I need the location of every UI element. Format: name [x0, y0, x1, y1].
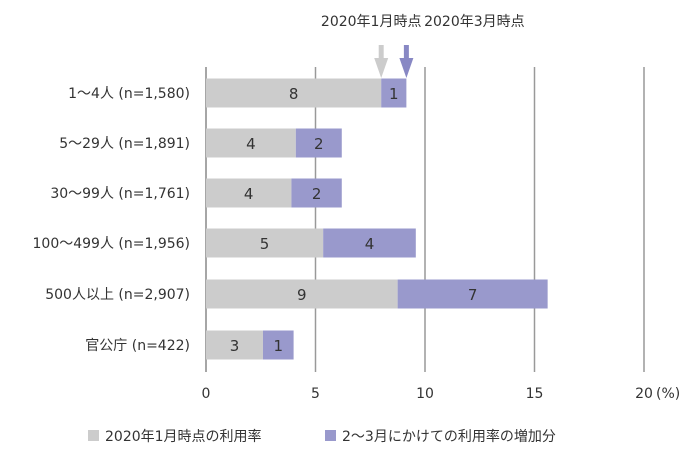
bar-data-label: 3 [230, 337, 240, 355]
arrow-down-icon [403, 45, 409, 59]
x-unit-label: (%) [656, 386, 680, 402]
bar-segment-jan [206, 279, 398, 309]
bar-data-label: 7 [468, 286, 478, 304]
bar-segment-increase [262, 330, 294, 360]
category-label: 5～29人 (n=1,891) [59, 136, 190, 152]
bar-segment-increase [381, 78, 407, 108]
bar-segment-increase [295, 128, 342, 158]
bar-data-label: 2 [312, 185, 322, 203]
arrow-down-icon [378, 45, 384, 59]
category-label: 30～99人 (n=1,761) [50, 186, 190, 202]
category-label: 1～4人 (n=1,580) [68, 86, 190, 102]
legend-swatch [325, 430, 336, 441]
bar-segment-increase [397, 279, 548, 309]
arrow-down-icon-head [399, 58, 414, 78]
bar-segment-increase [291, 178, 342, 208]
x-tick-label: 5 [311, 386, 320, 402]
bar-data-label: 9 [297, 286, 307, 304]
x-tick-label: 20 [635, 386, 653, 402]
bar-data-label: 1 [273, 337, 283, 355]
legend-label: 2～3月にかけての利用率の増加分 [342, 428, 556, 445]
bar-data-label: 1 [389, 85, 399, 103]
bar-data-label: 2 [314, 135, 324, 153]
x-tick-label: 15 [526, 386, 544, 402]
category-label: 官公庁 (n=422) [85, 338, 190, 354]
annotation-label: 2020年1月時点 [321, 14, 422, 30]
bar-segment-jan [206, 178, 292, 208]
category-label: 500人以上 (n=2,907) [45, 287, 190, 303]
annotation-label: 2020年3月時点 [424, 14, 525, 30]
x-tick-label: 0 [202, 386, 211, 402]
bar-segment-jan [206, 330, 263, 360]
bar-segment-increase [323, 228, 416, 258]
category-label: 100～499人 (n=1,956) [33, 236, 191, 252]
bar-data-label: 5 [260, 235, 270, 253]
bar-data-label: 4 [246, 135, 256, 153]
bar-data-label: 4 [365, 235, 375, 253]
bar-data-label: 4 [244, 185, 254, 203]
bar-segment-jan [206, 228, 324, 258]
x-tick-label: 10 [416, 386, 434, 402]
bar-segment-jan [206, 128, 296, 158]
legend-swatch [88, 430, 99, 441]
bar-segment-jan [206, 78, 382, 108]
bar-data-label: 8 [289, 85, 299, 103]
arrow-down-icon-head [374, 58, 389, 78]
legend-label: 2020年1月時点の利用率 [105, 428, 262, 445]
